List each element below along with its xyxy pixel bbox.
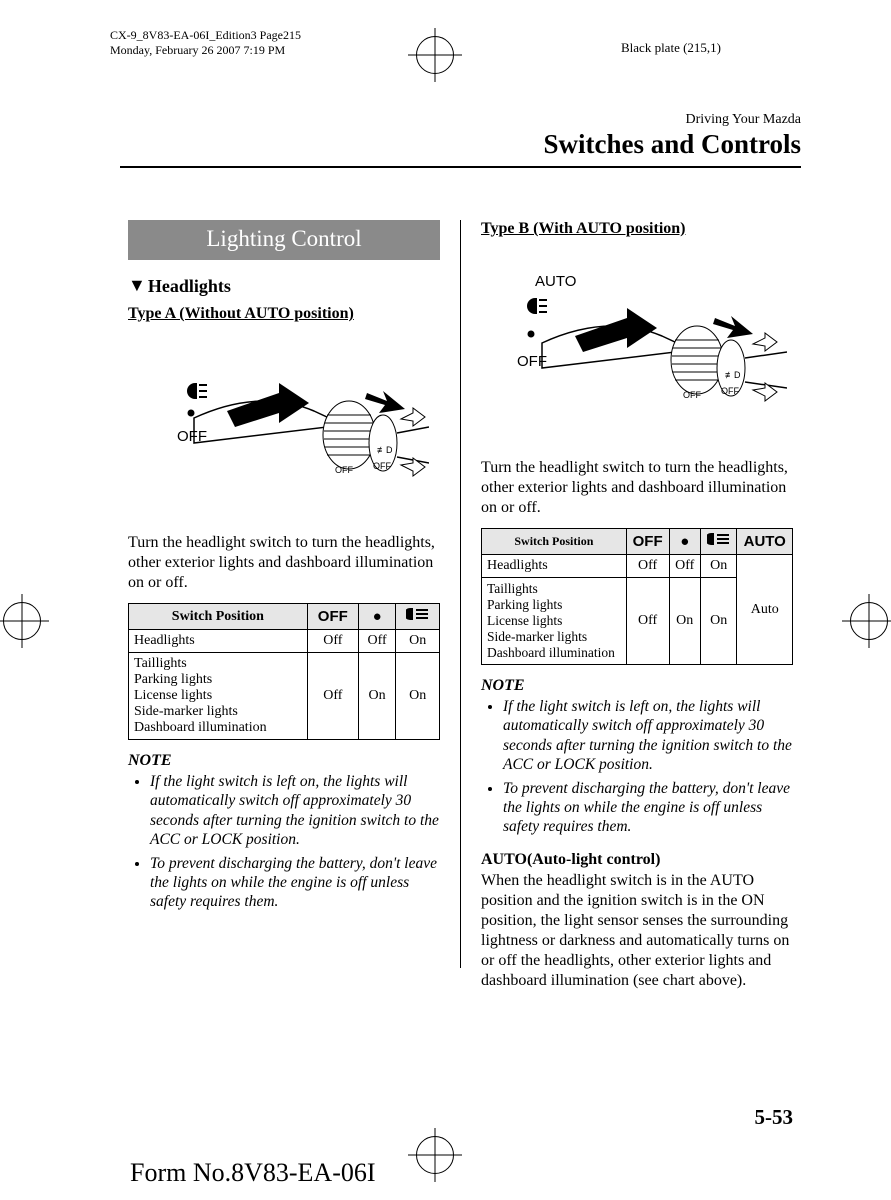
table-col-headlamp-icon: [700, 529, 736, 555]
cell: Off: [626, 578, 669, 665]
type-b-diagram: AUTO OFF ≢D OFF OFF: [481, 248, 793, 428]
dot-icon: [188, 410, 195, 417]
diagram-label-off: OFF: [177, 428, 207, 445]
cell: On: [700, 578, 736, 665]
triangle-icon: ▼: [128, 275, 146, 296]
crop-mark-icon: [0, 594, 49, 648]
table-col-off: OFF: [626, 529, 669, 555]
subheading-headlights: ▼Headlights: [128, 276, 440, 297]
cell: Off: [669, 555, 700, 578]
note-item: If the light switch is left on, the ligh…: [150, 772, 440, 850]
row-label: Taillights Parking lights License lights…: [482, 578, 627, 665]
diagram-label-off: OFF: [517, 353, 547, 370]
note-item: To prevent discharging the battery, don'…: [150, 854, 440, 912]
print-header: CX-9_8V83-EA-06I_Edition3 Page215 Monday…: [110, 28, 301, 58]
type-a-paragraph: Turn the headlight switch to turn the he…: [128, 533, 440, 593]
table-header: Switch Position: [482, 529, 627, 555]
cell: Off: [358, 630, 396, 653]
page-number: 5-53: [755, 1105, 794, 1130]
table-col-dot: ●: [358, 604, 396, 630]
diagram-label-auto: AUTO: [535, 273, 576, 290]
note-list: If the light switch is left on, the ligh…: [128, 772, 440, 912]
content-area: Lighting Control ▼Headlights Type A (Wit…: [128, 220, 793, 1001]
type-a-diagram: OFF ≢D OFF OFF: [128, 333, 440, 503]
cell: On: [358, 653, 396, 740]
table-row: Taillights Parking lights License lights…: [129, 653, 440, 740]
auto-heading: AUTO(Auto-light control): [481, 851, 793, 869]
print-header-line1: CX-9_8V83-EA-06I_Edition3 Page215: [110, 28, 301, 43]
type-b-table: Switch Position OFF ● AUTO Headlights Of…: [481, 528, 793, 665]
cell: On: [396, 653, 440, 740]
cell: On: [700, 555, 736, 578]
form-number: Form No.8V83-EA-06I: [130, 1158, 376, 1188]
cell: On: [396, 630, 440, 653]
note-item: To prevent discharging the battery, don'…: [503, 779, 793, 837]
svg-text:OFF: OFF: [373, 461, 391, 471]
right-column: Type B (With AUTO position): [481, 220, 793, 1001]
section-banner: Lighting Control: [128, 220, 440, 260]
table-col-auto: AUTO: [737, 529, 793, 555]
svg-text:≢D: ≢D: [725, 370, 741, 380]
type-b-paragraph: Turn the headlight switch to turn the he…: [481, 458, 793, 518]
svg-text:≢D: ≢D: [377, 445, 393, 455]
table-header: Switch Position: [129, 604, 308, 630]
subheading-text: Headlights: [148, 276, 231, 296]
note-list: If the light switch is left on, the ligh…: [481, 697, 793, 837]
auto-paragraph: When the headlight switch is in the AUTO…: [481, 871, 793, 991]
cell: Off: [307, 630, 358, 653]
table-col-off: OFF: [307, 604, 358, 630]
cell-auto: Auto: [737, 555, 793, 665]
headlamp-icon: [527, 298, 547, 314]
table-row: Headlights Off Off On Auto: [482, 555, 793, 578]
cell: On: [669, 578, 700, 665]
dot-icon: [528, 331, 535, 338]
note-item: If the light switch is left on, the ligh…: [503, 697, 793, 775]
note-heading: NOTE: [128, 752, 440, 770]
type-a-table: Switch Position OFF ● Headlights Off Off…: [128, 603, 440, 740]
table-col-dot: ●: [669, 529, 700, 555]
table-col-headlamp-icon: [396, 604, 440, 630]
left-column: Lighting Control ▼Headlights Type A (Wit…: [128, 220, 440, 1001]
note-heading: NOTE: [481, 677, 793, 695]
cell: Off: [626, 555, 669, 578]
plate-label: Black plate (215,1): [621, 40, 721, 56]
page-header: Driving Your Mazda Switches and Controls: [120, 112, 801, 168]
svg-text:OFF: OFF: [335, 465, 353, 475]
svg-text:OFF: OFF: [683, 390, 701, 400]
row-label: Taillights Parking lights License lights…: [129, 653, 308, 740]
headlamp-icon: [187, 383, 207, 399]
crop-mark-icon: [408, 1128, 462, 1182]
print-header-line2: Monday, February 26 2007 7:19 PM: [110, 43, 301, 58]
row-label: Headlights: [129, 630, 308, 653]
cell: Off: [307, 653, 358, 740]
type-b-heading: Type B (With AUTO position): [481, 220, 793, 238]
header-rule: [120, 166, 801, 168]
svg-text:OFF: OFF: [721, 386, 739, 396]
row-label: Headlights: [482, 555, 627, 578]
column-divider: [460, 220, 461, 968]
crop-mark-icon: [408, 28, 462, 82]
page-title: Switches and Controls: [120, 129, 801, 160]
section-label: Driving Your Mazda: [120, 112, 801, 128]
type-a-heading: Type A (Without AUTO position): [128, 305, 440, 323]
table-row: Headlights Off Off On: [129, 630, 440, 653]
crop-mark-icon: [842, 594, 891, 648]
